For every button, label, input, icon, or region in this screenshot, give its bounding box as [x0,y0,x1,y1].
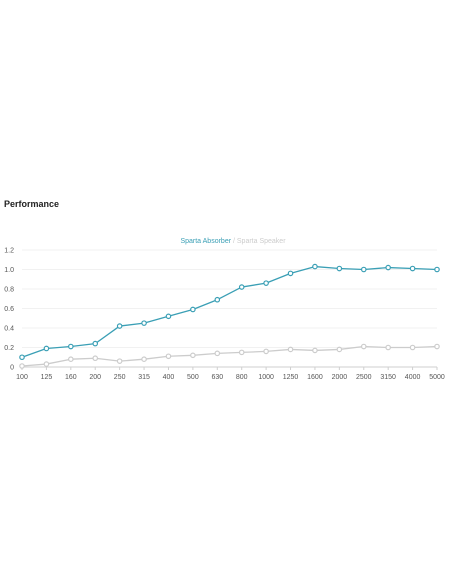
data-point-sparta-absorber[interactable] [116,323,123,329]
y-tick-label: 1.2 [4,248,14,255]
data-point-sparta-absorber[interactable] [336,265,343,272]
x-tick-label: 800 [236,374,248,381]
data-point-sparta-speaker[interactable] [409,344,416,351]
legend-entry-sparta-absorber[interactable]: Sparta Absorber [180,238,231,245]
axes: 0 0.2 0.4 0.6 0.8 1.0 1.2 100 125 160 200 250 315 400… [4,248,445,382]
x-tick-label: 4000 [405,374,421,381]
series-sparta-speaker [19,343,440,369]
y-tick-label: 1.0 [4,267,14,274]
data-point-sparta-absorber[interactable] [165,313,172,320]
performance-chart: Sparta Absorber / Sparta Speaker 0 0.2 0.4… [0,232,452,392]
data-point-sparta-speaker[interactable] [165,353,172,360]
data-point-sparta-absorber[interactable] [263,280,269,286]
series-sparta-absorber [19,263,440,361]
data-point-sparta-absorber[interactable] [238,284,245,290]
data-point-sparta-absorber[interactable] [43,345,50,352]
data-point-sparta-absorber[interactable] [19,354,25,361]
data-point-sparta-speaker[interactable] [434,343,440,350]
data-point-sparta-absorber[interactable] [360,266,367,273]
y-tick-label: 0.4 [4,326,14,333]
data-point-sparta-absorber[interactable] [312,263,318,270]
data-point-sparta-speaker[interactable] [385,344,391,351]
grid-lines [22,249,437,368]
x-tick-label: 400 [163,374,175,381]
y-tick-label: 0.6 [4,306,14,313]
data-point-sparta-absorber[interactable] [287,270,294,277]
y-tick-label: 0 [10,365,14,372]
x-tick-label: 1000 [258,374,274,381]
data-point-sparta-absorber[interactable] [385,264,391,271]
x-tick-label: 315 [138,374,150,381]
data-point-sparta-speaker[interactable] [68,356,74,363]
data-point-sparta-speaker[interactable] [263,348,269,355]
data-point-sparta-speaker[interactable] [360,343,367,350]
data-point-sparta-speaker[interactable] [190,352,196,359]
data-point-sparta-speaker[interactable] [214,350,221,357]
data-point-sparta-speaker[interactable] [312,347,318,354]
data-point-sparta-speaker[interactable] [92,355,99,362]
y-tick-label: 0.2 [4,345,14,352]
data-point-sparta-absorber[interactable] [190,306,196,313]
x-tick-label: 1600 [307,374,323,381]
data-point-sparta-absorber[interactable] [141,320,147,326]
data-point-sparta-absorber[interactable] [409,265,416,272]
y-tick-label: 0.8 [4,287,14,294]
data-point-sparta-speaker[interactable] [141,356,147,363]
data-point-sparta-speaker[interactable] [43,361,50,367]
data-point-sparta-speaker[interactable] [287,346,294,353]
x-tick-label: 500 [187,374,199,381]
data-point-sparta-absorber[interactable] [92,340,99,347]
data-point-sparta-absorber[interactable] [214,296,221,303]
data-point-sparta-absorber[interactable] [68,343,74,350]
x-tick-label: 5000 [429,374,445,381]
chart-svg: Sparta Absorber / Sparta Speaker 0 0.2 0.4… [4,238,445,382]
x-tick-label: 2500 [356,374,372,381]
x-tick-label: 100 [16,374,28,381]
data-point-sparta-speaker[interactable] [116,358,123,364]
x-tick-label: 1250 [283,374,299,381]
series-line-sparta-absorber [21,265,438,358]
section-title: Performance [4,199,60,209]
data-point-sparta-absorber[interactable] [434,266,440,273]
legend-separator: / [231,238,237,245]
data-point-sparta-speaker[interactable] [19,363,25,369]
x-tick-label: 160 [65,374,77,381]
x-tick-label: 3150 [380,374,396,381]
x-tick-label: 250 [114,374,126,381]
legend-entry-sparta-speaker[interactable]: Sparta Speaker [237,238,286,245]
x-tick-label: 2000 [332,374,348,381]
x-tick-label: 125 [41,374,53,381]
data-point-sparta-speaker[interactable] [238,349,245,356]
x-tick-label: 630 [211,374,223,381]
series-layer [19,263,440,369]
x-tick-label: 200 [89,374,101,381]
series-line-sparta-speaker [21,345,438,367]
chart-legend: Sparta Absorber / Sparta Speaker [180,238,286,245]
data-point-sparta-speaker[interactable] [336,346,343,353]
